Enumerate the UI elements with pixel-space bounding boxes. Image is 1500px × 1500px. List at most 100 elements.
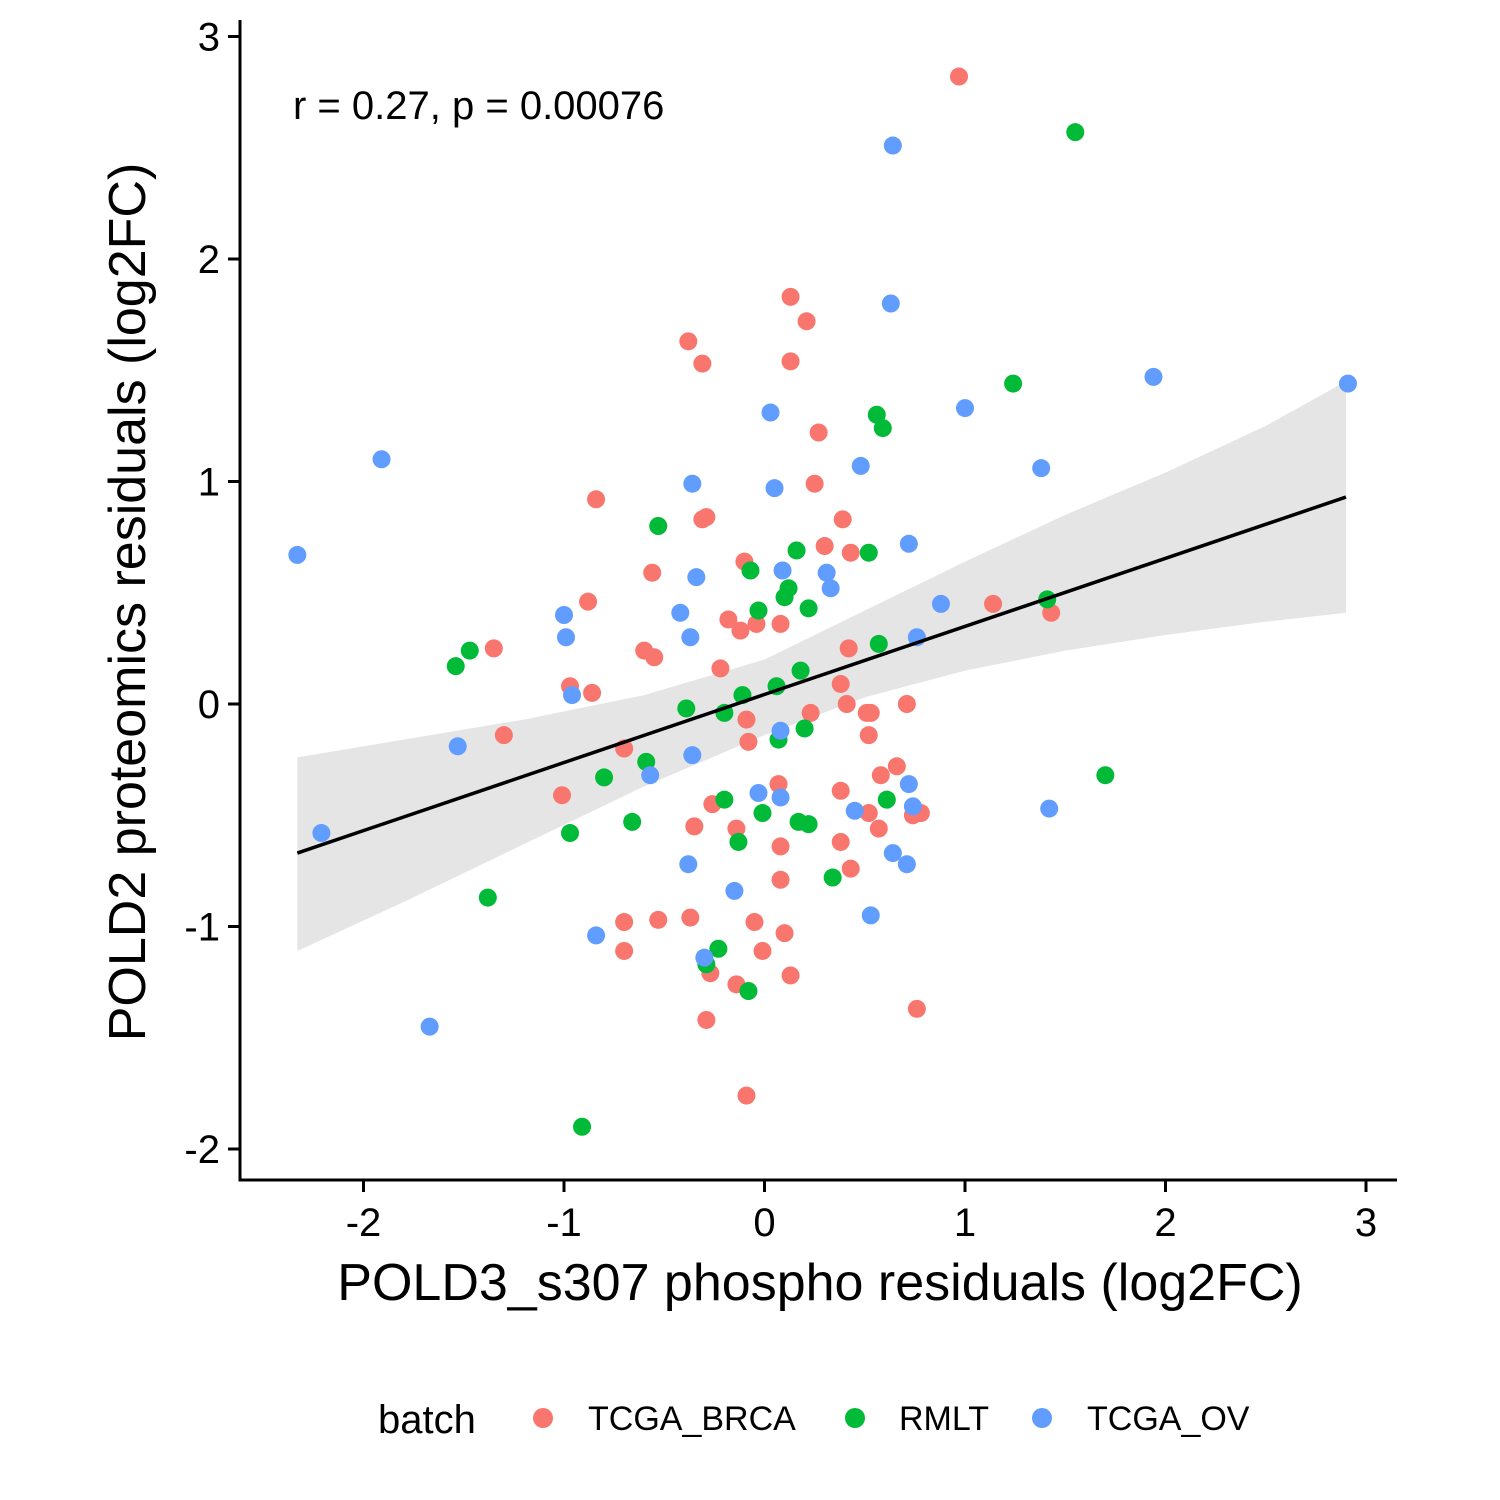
point-tcga-ov [931,594,950,613]
y-tick-label: 1 [198,461,220,505]
point-tcga-ov [1032,459,1051,478]
point-tcga-brca [649,910,668,929]
point-rmlt [1066,123,1085,142]
point-tcga-brca [771,870,790,889]
point-tcga-brca [737,1086,756,1105]
point-rmlt [1004,374,1023,393]
point-tcga-brca [737,710,756,729]
point-tcga-ov [1040,799,1059,818]
point-tcga-ov [883,136,902,155]
point-rmlt [741,561,760,580]
point-rmlt [739,982,758,1001]
point-tcga-brca [837,695,856,713]
point-tcga-ov [695,948,714,967]
point-tcga-brca [484,639,503,658]
y-tick-label: 3 [198,16,220,60]
point-rmlt [709,939,728,958]
point-rmlt [873,419,892,438]
point-tcga-brca [859,726,878,745]
point-rmlt [729,832,748,851]
point-tcga-brca [753,941,772,960]
point-tcga-ov [899,775,918,794]
point-rmlt [753,804,772,823]
point-tcga-ov [956,399,974,418]
point-tcga-brca [861,703,880,722]
point-rmlt [561,824,580,843]
point-tcga-ov [641,766,660,785]
point-rmlt [749,601,768,620]
point-tcga-ov [903,797,922,816]
point-tcga-brca [781,352,800,371]
point-tcga-ov [899,534,918,553]
legend-key [1032,1408,1052,1428]
point-tcga-ov [587,926,606,945]
y-tick-label: -1 [184,906,220,950]
point-tcga-brca [771,837,790,856]
point-tcga-brca [693,354,712,373]
point-rmlt [799,815,818,834]
point-tcga-ov [725,881,744,900]
point-tcga-brca [805,474,824,493]
point-tcga-brca [781,287,800,306]
y-axis-title: POLD2 proteomics residuals (log2FC) [99,163,157,1042]
point-tcga-ov [761,403,780,422]
point-tcga-brca [711,659,730,678]
point-tcga-brca [887,757,906,776]
point-rmlt [649,517,668,535]
point-tcga-ov [771,788,790,807]
confidence-band-layer [297,381,1346,951]
point-tcga-ov [420,1017,439,1036]
point-rmlt [677,699,696,718]
point-tcga-ov [749,784,768,802]
point-tcga-brca [815,537,834,556]
point-tcga-brca [839,639,858,658]
point-rmlt [715,790,734,809]
point-rmlt [595,768,614,787]
point-rmlt [877,790,896,809]
legend-label: TCGA_OV [1087,1400,1250,1438]
point-tcga-ov [671,603,690,622]
point-rmlt [1096,766,1115,785]
point-tcga-ov [372,450,391,469]
point-tcga-ov [1144,367,1163,386]
point-rmlt [787,541,806,560]
correlation-annotation: r = 0.27, p = 0.00076 [293,84,664,128]
point-tcga-ov [771,721,790,740]
point-tcga-brca [615,913,634,932]
point-tcga-brca [719,610,738,629]
point-tcga-ov [845,801,864,820]
point-tcga-brca [552,786,571,805]
legend-key [845,1408,865,1428]
point-tcga-brca [841,543,860,562]
confidence-band [297,381,1346,951]
point-tcga-brca [579,592,598,611]
x-tick-label: 0 [753,1201,775,1245]
point-rmlt [573,1117,592,1136]
point-tcga-ov [563,686,582,705]
legend-title: batch [378,1398,476,1442]
axes-layer [238,20,1397,1182]
point-tcga-brca [731,621,750,640]
legend-label: RMLT [899,1400,989,1438]
point-tcga-ov [557,628,576,647]
point-rmlt [823,868,842,887]
point-tcga-brca [831,781,850,800]
point-tcga-ov [288,545,307,564]
point-tcga-ov [1338,374,1357,393]
point-rmlt [799,599,818,618]
point-tcga-brca [681,908,700,927]
y-tick-label: 0 [198,683,220,727]
legend-key [533,1408,553,1428]
point-tcga-brca [769,775,788,794]
point-tcga-brca [645,648,664,667]
point-rmlt [869,634,888,653]
point-tcga-ov [861,906,880,925]
point-tcga-brca [907,999,926,1018]
point-tcga-brca [739,732,758,751]
point-tcga-ov [821,579,840,598]
point-tcga-brca [859,804,878,823]
point-tcga-brca [871,766,890,785]
regression-line [296,495,1347,855]
point-tcga-ov [681,628,700,647]
